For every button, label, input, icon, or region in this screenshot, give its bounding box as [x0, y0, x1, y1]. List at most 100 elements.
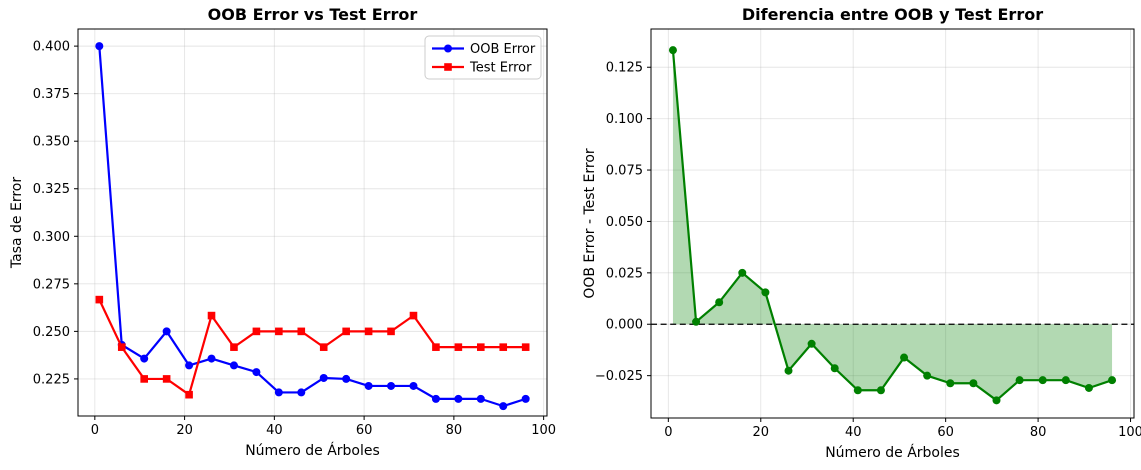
x-tick-label: 20 — [176, 423, 193, 438]
difference-marker — [1038, 376, 1047, 385]
difference-marker — [830, 364, 839, 373]
x-tick-label: 0 — [91, 423, 99, 438]
y-axis-label: Tasa de Error — [9, 177, 25, 269]
x-tick-label: 80 — [1030, 425, 1047, 440]
test-error-marker — [252, 327, 261, 336]
x-axis-label: Número de Árboles — [825, 444, 960, 461]
x-tick-label: 100 — [1118, 425, 1141, 440]
oob-error-marker — [476, 394, 485, 403]
oob-error-marker — [297, 388, 306, 397]
oob-error-marker — [521, 394, 530, 403]
x-tick-label: 20 — [752, 425, 769, 440]
y-axis-label: OOB Error - Test Error — [582, 148, 598, 299]
difference-marker — [807, 339, 816, 348]
y-tick-label: 0.125 — [606, 61, 643, 76]
oob-error-marker — [499, 402, 508, 411]
test-error-marker — [95, 295, 104, 304]
y-tick-label: 0.400 — [33, 40, 70, 55]
test-error-marker — [364, 327, 373, 336]
y-tick-label: 0.275 — [33, 277, 70, 292]
legend-square-marker — [444, 63, 452, 71]
x-tick-label: 100 — [531, 423, 556, 438]
y-tick-label: 0.375 — [33, 87, 70, 102]
y-tick-label: 0.050 — [606, 215, 643, 230]
oob-error-marker — [431, 394, 440, 403]
test-error-marker — [297, 327, 306, 336]
oob-error-marker — [207, 354, 216, 363]
chart-title: OOB Error vs Test Error — [208, 5, 418, 24]
difference-marker — [761, 288, 770, 297]
y-tick-label: 0.075 — [606, 164, 643, 179]
chart-title: Diferencia entre OOB y Test Error — [742, 5, 1043, 24]
oob-error-marker — [409, 381, 418, 390]
oob-error-marker — [319, 373, 328, 382]
legend-label: OOB Error — [470, 42, 536, 57]
legend: OOB Error Test Error — [424, 35, 542, 80]
difference-marker — [969, 379, 978, 388]
test-error-marker — [432, 343, 440, 351]
plot-border — [650, 28, 1135, 419]
test-error-marker — [499, 343, 508, 351]
y-tick-label: 0.000 — [606, 318, 643, 333]
difference-marker — [923, 371, 932, 380]
oob-error-marker — [185, 361, 194, 370]
test-error-marker — [230, 343, 238, 351]
y-tick-label: 0.325 — [33, 182, 70, 197]
difference-marker — [853, 386, 862, 395]
test-error-markers — [95, 295, 530, 399]
difference-marker — [946, 379, 955, 388]
difference-marker — [784, 366, 793, 375]
y-tick-label: 0.225 — [33, 372, 70, 387]
test-error-marker — [342, 327, 350, 336]
test-error-marker — [117, 343, 126, 351]
x-tick-label: 40 — [266, 423, 283, 438]
oob-error-marker — [229, 361, 238, 370]
test-error-marker — [387, 327, 395, 336]
difference-marker — [1061, 376, 1070, 385]
difference-marker — [900, 353, 909, 362]
oob-error-marker — [387, 381, 396, 390]
plot-border — [77, 28, 548, 417]
difference-marker — [668, 46, 677, 55]
legend-label: Test Error — [469, 61, 532, 76]
x-tick-label: 40 — [845, 425, 862, 440]
oob-error-marker — [140, 354, 149, 363]
test-error-marker — [185, 390, 193, 399]
oob-error-marker — [95, 42, 104, 51]
test-error-marker — [140, 375, 148, 383]
y-tick-label: 0.350 — [33, 135, 70, 150]
chart-oob-vs-test: 0 20 40 60 80 100 0.225 0.250 0.275 0.300 0.325 0.3… — [9, 5, 556, 459]
oob-error-line — [98, 45, 527, 408]
difference-markers — [668, 46, 1117, 405]
oob-error-marker — [364, 381, 373, 390]
test-error-marker — [477, 343, 485, 351]
legend-circle-marker — [444, 44, 452, 53]
difference-marker — [876, 386, 885, 395]
oob-error-marker — [252, 368, 261, 377]
difference-marker — [692, 317, 701, 326]
difference-marker — [1015, 376, 1024, 385]
difference-area — [672, 50, 1113, 401]
x-axis-label: Número de Árboles — [245, 442, 380, 459]
legend-box — [424, 35, 542, 80]
test-error-marker — [162, 375, 171, 383]
y-tick-label: −0.025 — [595, 369, 643, 384]
test-error-marker — [275, 327, 283, 336]
oob-error-marker — [162, 327, 171, 336]
y-tick-label: 0.300 — [33, 230, 70, 245]
test-error-marker — [319, 343, 328, 351]
test-error-marker — [207, 311, 216, 320]
oob-error-marker — [454, 394, 463, 403]
oob-error-marker — [274, 388, 283, 397]
test-error-marker — [521, 343, 530, 351]
difference-marker — [738, 268, 747, 277]
test-error-marker — [454, 343, 463, 351]
difference-marker — [715, 298, 724, 307]
oob-error-marker — [342, 374, 351, 383]
test-error-marker — [409, 311, 418, 320]
difference-marker — [1108, 376, 1117, 385]
y-tick-label: 0.025 — [606, 266, 643, 281]
x-tick-label: 0 — [664, 425, 672, 440]
